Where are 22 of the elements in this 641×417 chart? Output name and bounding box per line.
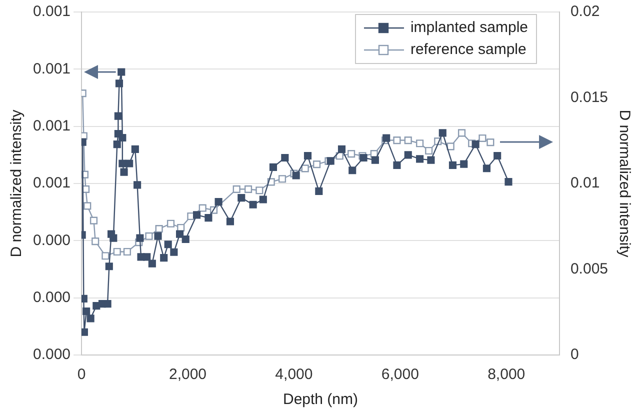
x-axis-title: Depth (nm) <box>282 391 358 408</box>
legend-label: implanted sample <box>410 18 528 38</box>
y2-tick-label: 0.02 <box>570 3 600 20</box>
y-tick-label: 0.000 <box>32 288 71 306</box>
x-tick-label: 2,000 <box>168 366 207 384</box>
x-tick-label: 8,000 <box>488 366 526 384</box>
y2-axis-title: D normalized intensity <box>616 110 633 258</box>
y-tick-label: 0.000 <box>32 346 71 364</box>
y-tick-label: 0.000 <box>32 232 71 249</box>
x-tick-label: 6,000 <box>381 366 419 384</box>
y2-tick-label: 0.01 <box>570 174 600 192</box>
legend-label: reference sample <box>410 40 526 60</box>
y-axis-title: D normalized intensity <box>8 109 26 258</box>
y2-tick-label: 0 <box>570 346 579 364</box>
x-tick-label: 4,000 <box>275 366 313 384</box>
y-tick-label: 0.001 <box>32 60 71 78</box>
x-tick-label: 0 <box>77 366 86 384</box>
y-tick-label: 0.001 <box>32 174 71 192</box>
y2-tick-label: 0.005 <box>570 260 608 278</box>
y-tick-label: 0.001 <box>32 117 71 134</box>
y2-tick-label: 0.015 <box>570 88 608 106</box>
y-tick-label: 0.001 <box>32 3 71 20</box>
